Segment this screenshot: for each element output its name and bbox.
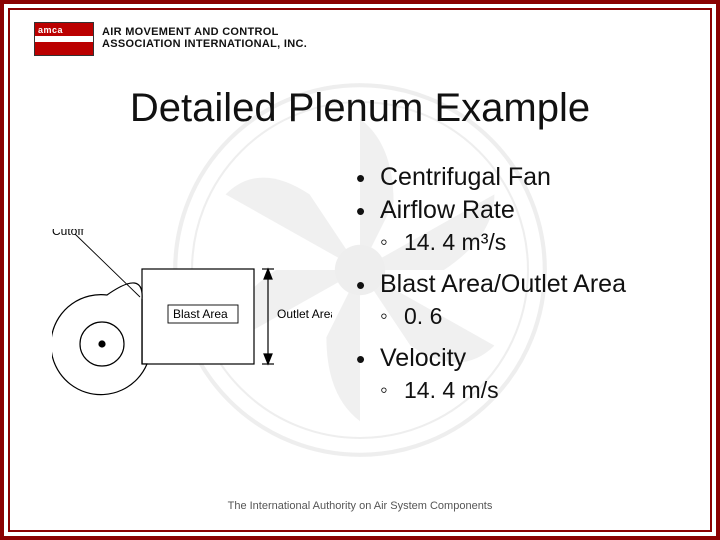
bullet-airflow-rate-value: 14. 4 m³/s: [356, 229, 626, 256]
fan-diagram: Cutoff Blast Area Outlet Area: [52, 229, 332, 409]
footer-text: The International Authority on Air Syste…: [4, 500, 716, 512]
bullet-velocity: Velocity: [356, 344, 626, 373]
bullet-blast-outlet-ratio-value: 0. 6: [356, 303, 626, 330]
bullet-blast-outlet-ratio: Blast Area/Outlet Area: [356, 270, 626, 299]
bullet-airflow-rate: Airflow Rate: [356, 196, 626, 225]
diagram-label-cutoff: Cutoff: [52, 229, 84, 238]
logo-line2: ASSOCIATION INTERNATIONAL, INC.: [102, 39, 307, 51]
bullet-velocity-value: 14. 4 m/s: [356, 377, 626, 404]
diagram-label-outlet-area: Outlet Area: [277, 307, 332, 321]
bullet-list: Centrifugal Fan Airflow Rate 14. 4 m³/s …: [356, 159, 626, 418]
slide: AIR MOVEMENT AND CONTROL ASSOCIATION INT…: [0, 0, 720, 540]
diagram-label-blast-area: Blast Area: [173, 307, 228, 321]
slide-title: Detailed Plenum Example: [4, 86, 716, 131]
bullet-centrifugal-fan: Centrifugal Fan: [356, 163, 626, 192]
header-logo: AIR MOVEMENT AND CONTROL ASSOCIATION INT…: [34, 22, 307, 56]
amca-logo-mark: [34, 22, 94, 56]
amca-logo-text: AIR MOVEMENT AND CONTROL ASSOCIATION INT…: [102, 27, 307, 50]
